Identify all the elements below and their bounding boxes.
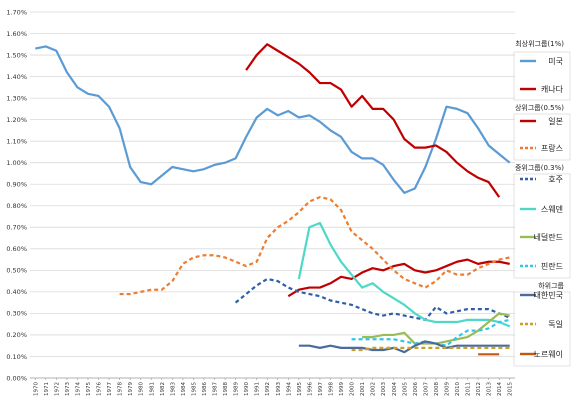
x-tick-label: 1997 [318,382,324,396]
x-tick-label: 1973 [65,382,71,396]
x-tick-label: 2006 [413,382,419,396]
x-tick-label: 1971 [44,382,50,396]
x-tick-label: 1994 [286,382,292,396]
x-tick-label: 2012 [476,382,482,396]
x-tick-label: 1982 [160,382,166,396]
y-tick-label: 0.40% [6,288,27,296]
y-tick-label: 1.20% [6,116,27,124]
y-tick-label: 1.40% [6,73,27,81]
legend-group-title: 상위그룹(0.5%) [515,103,564,112]
x-tick-label: 2013 [487,382,493,396]
x-tick-label: 2008 [434,382,440,396]
x-tick-label: 1986 [202,382,208,396]
legend-label-8: 대한민국 [534,290,563,300]
x-tick-label: 2000 [350,382,356,396]
series-line-1 [245,43,501,198]
legend-label-1: 캐나다 [541,85,564,94]
legend-group-box [513,113,571,161]
y-tick-label: 0.80% [6,202,27,210]
y-axis: 0.00% 0.10% 0.20% 0.30% 0.40% 0.50% 0.60% 0.70%… [6,8,27,382]
x-tick-label: 1990 [244,382,250,396]
x-tick-label: 1993 [276,382,282,396]
series-line-2 [287,258,510,298]
y-tick-label: 0.90% [6,181,27,189]
y-tick-label: 1.00% [6,159,27,167]
x-tick-label: 1981 [149,382,155,396]
x-tick-label: 1985 [191,382,197,396]
x-tick-label: 1992 [265,382,271,396]
y-tick-label: 1.10% [6,137,27,145]
legend-group-box [513,51,571,101]
legend-label-4: 호주 [548,175,563,184]
legend-label-9: 독일 [548,320,563,329]
x-axis: 1970 1971 1972 1973 1974 1975 1976 1977 1978 1979… [33,378,514,396]
x-tick-label: 1988 [223,382,229,396]
x-tick-label: 1974 [75,382,81,396]
x-tick-label: 1984 [181,382,187,396]
x-tick-label: 2003 [381,382,387,396]
legend-label-6: 네덜란드 [534,232,563,242]
y-tick-label: 0.10% [6,353,27,361]
x-tick-label: 2001 [360,382,366,396]
y-tick-label: 1.70% [6,8,27,16]
x-tick-label: 2010 [455,382,461,396]
series-line-0 [35,45,511,194]
x-tick-label: 2005 [402,382,408,396]
series-line-8 [298,340,510,354]
series-line-9 [351,346,510,352]
y-tick-label: 0.20% [6,331,27,339]
x-tick-label: 1976 [97,382,103,396]
x-tick-label: 1996 [307,382,313,396]
x-tick-label: 1989 [234,382,240,396]
legend-label-10: 노르웨이 [534,349,563,359]
y-tick-label: 0.30% [6,310,27,318]
x-tick-label: 1983 [170,382,176,396]
x-tick-label: 1998 [328,382,334,396]
x-tick-label: 2009 [444,382,450,396]
x-tick-label: 1995 [297,382,303,396]
y-tick-label: 0.50% [6,267,27,275]
x-tick-label: 2002 [371,382,377,396]
legend-group-title: 중위그룹(0.3%) [515,164,564,172]
y-tick-label: 0.70% [6,224,27,232]
x-tick-label: 1975 [86,382,92,396]
series-line-4 [234,277,511,321]
x-tick-label: 1979 [128,382,134,396]
x-tick-label: 1991 [255,382,261,396]
x-tick-label: 1972 [54,382,60,396]
x-tick-label: 1999 [339,382,345,396]
y-tick-label: 0.60% [6,245,27,253]
legend-label-0: 미국 [548,57,563,66]
legend-label-2: 일본 [548,117,563,126]
legend-label-5: 스웨덴 [541,204,563,214]
series-line-3 [119,196,510,296]
y-tick-label: 1.30% [6,94,27,102]
series-line-5 [297,221,511,328]
y-tick-label: 0.00% [6,374,27,382]
x-tick-label: 1980 [139,382,145,396]
x-tick-label: 1970 [33,382,39,396]
legend-group-title: 최상위그룹(1%) [515,39,564,48]
legend-label-7: 핀란드 [541,261,563,271]
legend-group-box [513,291,571,367]
x-tick-label: 2011 [466,382,472,396]
x-tick-label: 2007 [423,382,429,396]
x-tick-label: 2015 [508,382,514,396]
x-tick-label: 2004 [392,382,398,396]
gridlines [30,11,515,379]
x-tick-label: 2014 [497,382,503,396]
legend-group-title: 하위그룹 [538,281,564,290]
y-tick-label: 1.50% [6,51,27,59]
series-lines [35,43,511,356]
x-tick-label: 1977 [107,382,113,396]
legend-label-3: 프랑스 [541,143,563,153]
legend-group-box [513,173,571,279]
plot-area [30,12,515,378]
x-tick-label: 1987 [213,382,219,396]
y-tick-label: 1.60% [6,30,27,38]
x-tick-label: 1978 [118,382,124,396]
